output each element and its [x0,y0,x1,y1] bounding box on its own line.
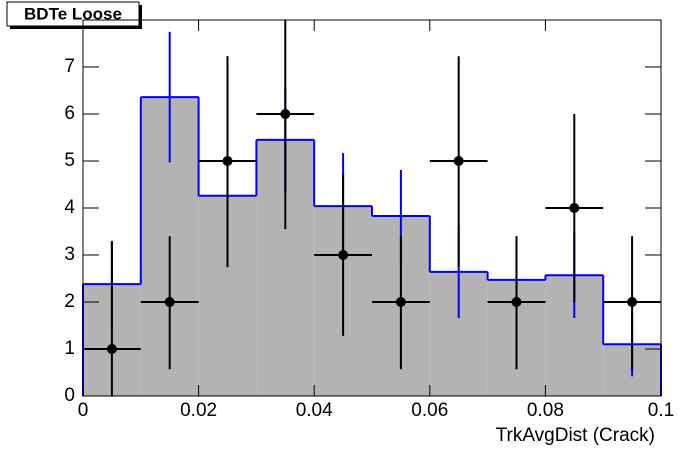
data-point [569,203,580,213]
data-point [627,297,638,307]
data-point [106,344,117,354]
y-tick-label: 1 [64,338,75,359]
y-tick-label: 5 [64,150,75,171]
data-point [338,250,349,260]
y-tick-label: 6 [64,103,75,124]
x-tick-label: 0.1 [648,400,674,421]
y-tick-label: 3 [64,244,75,265]
data-point [222,156,233,166]
title-box [6,1,140,27]
data-point [164,297,175,307]
x-tick-label: 0.08 [527,400,564,421]
chart-title: BDTe Loose [24,4,122,23]
x-tick-label: 0 [78,400,89,421]
x-tick-label: 0.02 [180,400,217,421]
y-tick-label: 0 [64,385,75,406]
x-tick-label: 0.04 [296,400,333,421]
data-point [395,297,406,307]
y-tick-label: 7 [64,56,75,77]
x-tick-label: 0.06 [411,400,448,421]
data-point [511,297,522,307]
data-point [280,109,291,119]
y-tick-label: 4 [64,197,75,218]
x-axis-label: TrkAvgDist (Crack) [496,425,655,446]
y-tick-label: 2 [64,291,75,312]
data-point [453,156,464,166]
